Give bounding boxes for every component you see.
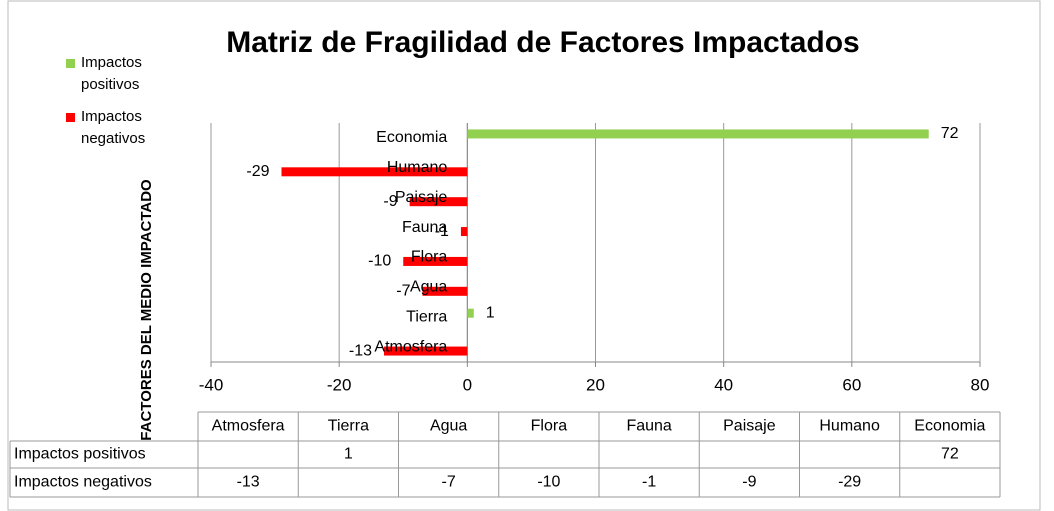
table-cell: 72: [941, 446, 959, 463]
legend-label: Impactos negativos: [81, 108, 146, 147]
data-label: -13: [349, 342, 372, 359]
y-tick-label: Atmosfera: [374, 338, 447, 355]
table-cell: -13: [237, 474, 260, 491]
data-label: 72: [941, 125, 959, 142]
data-label: -7: [396, 283, 410, 300]
y-tick-label: Paisaje: [395, 189, 448, 206]
x-tick-label: 80: [971, 375, 990, 394]
x-tick-label: -20: [327, 375, 352, 394]
table-header: Flora: [531, 418, 568, 435]
table-row-label: Impactos negativos: [14, 474, 152, 491]
y-tick-label: Flora: [411, 249, 448, 266]
table-cell: 1: [344, 446, 353, 463]
bar: [467, 308, 474, 318]
legend-swatch: [66, 113, 75, 122]
x-tick-label: 0: [463, 375, 472, 394]
data-label: -10: [368, 253, 391, 270]
y-tick-label: Tierra: [406, 308, 447, 325]
table-cell: -10: [537, 474, 560, 491]
y-tick-label: Agua: [410, 279, 447, 296]
x-tick-label: 40: [714, 375, 733, 394]
bar: [281, 167, 468, 177]
table-header: Humano: [819, 418, 880, 435]
data-label: 1: [486, 304, 495, 321]
y-tick-label: Fauna: [402, 219, 447, 236]
bar: [409, 197, 468, 207]
table-header: Economia: [914, 418, 985, 435]
y-tick-label: Economia: [376, 129, 447, 146]
table-cell: -7: [442, 474, 456, 491]
table-cell: -29: [838, 474, 861, 491]
legend-swatch: [66, 59, 75, 68]
legend-label: Impactos positivos: [81, 54, 142, 93]
data-label: -9: [383, 193, 397, 210]
table-cell: -1: [642, 474, 656, 491]
y-tick-label: Humano: [387, 159, 448, 176]
bar: [384, 346, 468, 356]
x-tick-label: 20: [586, 375, 605, 394]
y-axis-title: FACTORES DEL MEDIO IMPACTADO: [138, 179, 155, 441]
table-cell: -9: [742, 474, 756, 491]
bar: [422, 286, 468, 296]
bar: [460, 227, 468, 237]
x-tick-label: 60: [842, 375, 861, 394]
table-row-label: Impactos positivos: [14, 446, 146, 463]
data-label: -1: [435, 223, 449, 240]
data-label: -29: [246, 163, 269, 180]
x-tick-label: -40: [199, 375, 224, 394]
table-header: Atmosfera: [212, 418, 285, 435]
chart-border: [7, 0, 1041, 511]
table-header: Paisaje: [723, 418, 776, 435]
chart-title: Matriz de Fragilidad de Factores Impacta…: [226, 26, 860, 59]
bar: [467, 129, 929, 139]
bar: [403, 256, 468, 266]
table-header: Fauna: [626, 418, 671, 435]
table-header: Agua: [430, 418, 467, 435]
table-header: Tierra: [328, 418, 369, 435]
